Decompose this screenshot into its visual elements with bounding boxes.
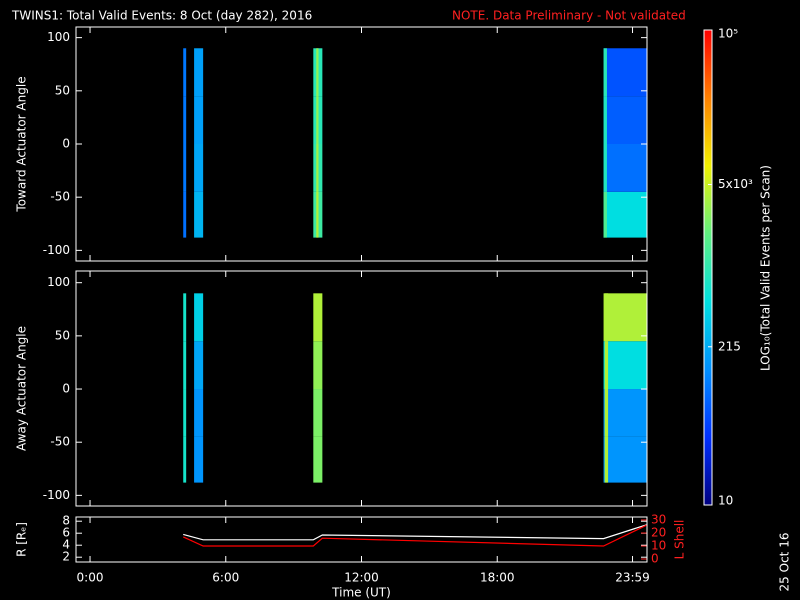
heatmap-cell bbox=[194, 341, 204, 390]
y-tick-label: 2 bbox=[62, 550, 70, 564]
heatmap-cell bbox=[316, 48, 319, 97]
colorbar-tick-label: 5x10³ bbox=[718, 177, 753, 191]
y2-tick-label: 20 bbox=[651, 525, 666, 539]
heatmap-cell bbox=[183, 341, 187, 390]
x-axis-label: Time (UT) bbox=[331, 586, 391, 600]
heatmap-cell bbox=[194, 96, 204, 144]
colorbar-tick-label: 215 bbox=[718, 339, 741, 353]
y-tick-label: 0 bbox=[62, 382, 70, 396]
plot-frame bbox=[75, 516, 648, 563]
y-axis-label: Away Actuator Angle bbox=[15, 326, 29, 451]
y-tick-label: 50 bbox=[55, 328, 70, 342]
y2-tick-label: 30 bbox=[651, 512, 666, 526]
y-tick-label: -100 bbox=[43, 243, 70, 257]
heatmap-cell bbox=[603, 96, 647, 144]
heatmap-cell bbox=[183, 436, 187, 483]
heatmap-cell bbox=[194, 48, 204, 97]
heatmap-cell bbox=[604, 389, 609, 437]
heatmap-cell bbox=[603, 341, 647, 390]
heatmap-cell bbox=[194, 191, 204, 238]
plot-frame bbox=[75, 270, 648, 507]
heatmap-cell bbox=[313, 293, 323, 342]
heatmap-cell bbox=[603, 293, 647, 342]
chart-title: TWINS1: Total Valid Events: 8 Oct (day 2… bbox=[11, 9, 312, 23]
heatmap-cell bbox=[603, 436, 647, 483]
heatmap-cell bbox=[183, 293, 187, 342]
y2-tick-label: 0 bbox=[651, 552, 659, 566]
y-tick-label: 0 bbox=[62, 137, 70, 151]
heatmap-cell bbox=[183, 389, 187, 437]
y-tick-label: -50 bbox=[50, 190, 70, 204]
heatmap-cell bbox=[316, 144, 319, 192]
x-tick-label: 6:00 bbox=[212, 571, 239, 585]
x-tick-label: 12:00 bbox=[344, 571, 379, 585]
series-line bbox=[182, 524, 647, 547]
y-tick-label: 100 bbox=[47, 30, 70, 44]
heatmap-cell bbox=[604, 293, 609, 342]
heatmap-cell bbox=[183, 96, 187, 144]
heatmap-cell bbox=[604, 436, 609, 483]
x-tick-label: 23:59 bbox=[615, 571, 650, 585]
heatmap-cell bbox=[603, 144, 607, 192]
heatmap-cell bbox=[603, 191, 647, 238]
heatmap-cell bbox=[194, 389, 204, 437]
stamp: 25 Oct 16 bbox=[778, 533, 792, 592]
colorbar bbox=[703, 29, 713, 506]
y-tick-label: 100 bbox=[47, 275, 70, 289]
x-tick-label: 0:00 bbox=[77, 571, 104, 585]
heatmap-cell bbox=[194, 144, 204, 192]
y2-tick-label: 10 bbox=[651, 539, 666, 553]
heatmap-cell bbox=[603, 144, 647, 192]
heatmap-cell bbox=[603, 96, 607, 144]
heatmap-cell bbox=[183, 144, 187, 192]
y-axis-label: R [Rₑ] bbox=[15, 522, 29, 557]
heatmap-cell bbox=[183, 48, 187, 97]
y-tick-label: 6 bbox=[62, 526, 70, 540]
heatmap-cell bbox=[313, 389, 323, 437]
heatmap-cell bbox=[604, 341, 609, 390]
heatmap-cell bbox=[316, 96, 319, 144]
colorbar-tick-label: 10⁵ bbox=[718, 27, 738, 41]
heatmap-cell bbox=[603, 48, 647, 97]
heatmap-cell bbox=[313, 436, 323, 483]
colorbar-label: LOG₁₀(Total Valid Events per Scan) bbox=[759, 165, 773, 371]
heatmap-cell bbox=[603, 191, 607, 238]
y-tick-label: 50 bbox=[55, 83, 70, 97]
y-tick-label: -100 bbox=[43, 488, 70, 502]
heatmap-cell bbox=[316, 191, 319, 238]
y-tick-label: 8 bbox=[62, 514, 70, 528]
note: NOTE. Data Preliminary - Not validated bbox=[452, 9, 686, 23]
y-axis-label: Toward Actuator Angle bbox=[15, 76, 29, 212]
series-line bbox=[183, 524, 647, 541]
heatmap-cell bbox=[194, 293, 204, 342]
y2-axis-label: L Shell bbox=[673, 520, 687, 560]
plot-frame bbox=[75, 26, 648, 262]
x-tick-label: 18:00 bbox=[480, 571, 515, 585]
heatmap-cell bbox=[313, 341, 323, 390]
heatmap-cell bbox=[183, 191, 187, 238]
heatmap-cell bbox=[603, 48, 607, 97]
colorbar-tick-label: 10 bbox=[718, 494, 733, 508]
y-tick-label: 4 bbox=[62, 538, 70, 552]
y-tick-label: -50 bbox=[50, 435, 70, 449]
heatmap-cell bbox=[194, 436, 204, 483]
heatmap-cell bbox=[603, 389, 647, 437]
